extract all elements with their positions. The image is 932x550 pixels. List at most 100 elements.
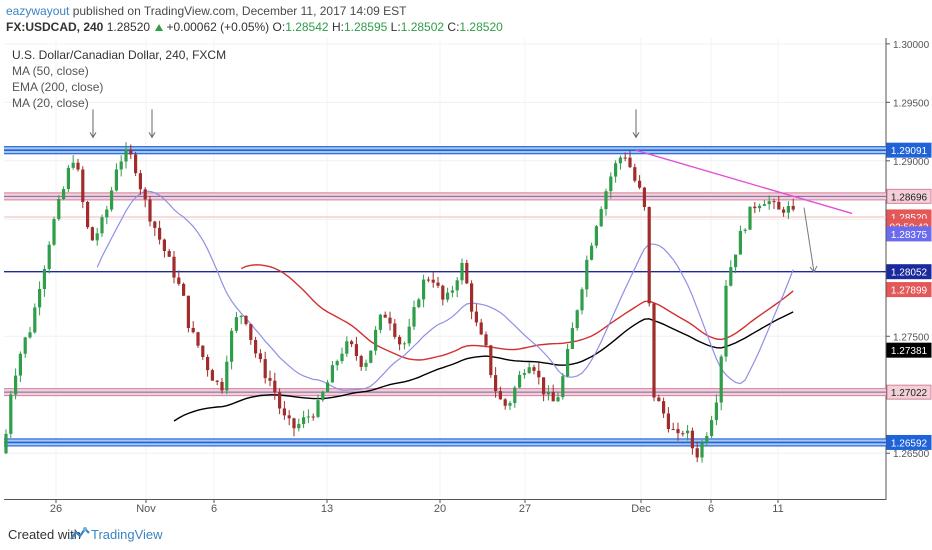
candle-body <box>537 370 541 378</box>
candle-body <box>162 239 166 252</box>
candle-body <box>100 217 104 234</box>
candle-body <box>201 345 205 357</box>
candle-body <box>335 361 339 366</box>
price-label: 1.28375 <box>886 226 932 242</box>
candle-body <box>566 348 570 377</box>
candle-body <box>426 279 430 281</box>
projection-arrow-head <box>809 265 818 273</box>
candle-body <box>551 392 555 402</box>
price-label-box <box>886 226 932 242</box>
price-label-text: 1.26592 <box>891 438 928 449</box>
candle-body <box>369 350 373 363</box>
candle-body <box>431 279 435 283</box>
candle-body <box>734 254 738 268</box>
price-label-text: 1.28696 <box>891 192 928 203</box>
y-tick-label: 1.26500 <box>893 449 930 460</box>
candle-body <box>374 329 378 351</box>
candle-body <box>220 381 224 391</box>
candle-body <box>316 400 320 417</box>
chart-header: eazywayout published on TradingView.com,… <box>0 0 932 38</box>
y-tick-label: 1.29500 <box>893 98 930 109</box>
price-label: 1.27022 <box>886 384 932 400</box>
candle-body <box>114 169 118 191</box>
ema-200-line <box>173 311 794 422</box>
price-label-box <box>886 142 932 158</box>
candle-body <box>623 157 627 159</box>
candle-body <box>767 201 771 205</box>
candle-body <box>388 317 392 324</box>
candle-body <box>66 167 70 190</box>
candle-body <box>508 403 512 406</box>
candle-body <box>177 277 181 284</box>
candle-body <box>686 430 690 434</box>
candle-body <box>662 401 666 414</box>
candle-body <box>172 256 176 278</box>
candle-body <box>748 206 752 230</box>
price-label-text: 1.28520 <box>891 213 928 224</box>
candle-body <box>282 408 286 416</box>
candle-body <box>412 307 416 327</box>
candle-body <box>782 209 786 213</box>
candle-body <box>772 201 776 203</box>
candle-body <box>441 285 445 300</box>
candle-body <box>446 292 450 300</box>
quote-line: FX:USDCAD, 240 1.28520 +0.00062 (+0.05%)… <box>6 20 503 34</box>
price-label-text: 1.27381 <box>891 346 928 357</box>
close-value: 1.28520 <box>459 20 503 34</box>
candle-body <box>378 314 382 330</box>
candle-body <box>580 289 584 311</box>
candle-body <box>321 391 325 401</box>
price-label-box <box>886 188 932 204</box>
symbol-label[interactable]: FX:USDCAD, 240 <box>6 20 104 34</box>
candle-body <box>210 370 214 381</box>
price-chart[interactable]: 1.300001.295001.290001.285001.275001.270… <box>4 38 932 515</box>
price-label-text: 1.28375 <box>891 230 928 241</box>
candle-body <box>671 429 675 431</box>
candle-body <box>590 245 594 260</box>
publish-info: eazywayout published on TradingView.com,… <box>6 4 406 18</box>
candle-body <box>38 289 42 308</box>
candle-body <box>359 356 363 367</box>
candle-body <box>302 417 306 424</box>
legend-ema200[interactable]: EMA (200, close) <box>12 80 104 94</box>
candle-body <box>503 399 507 406</box>
high-value: 1.28595 <box>343 20 388 34</box>
candle-body <box>638 180 642 188</box>
candle-body <box>249 324 253 340</box>
low-value: 1.28502 <box>400 20 445 34</box>
x-tick-label: Nov <box>136 503 156 515</box>
open-value: 1.28542 <box>285 20 329 34</box>
candle-body <box>350 341 354 345</box>
legend-ma50[interactable]: MA (50, close) <box>12 64 89 78</box>
candle-body <box>244 315 248 325</box>
candle-body <box>652 303 656 398</box>
tradingview-logo-icon <box>70 527 90 540</box>
candle-body <box>513 387 517 404</box>
candle-body <box>666 413 670 430</box>
candle-body <box>138 173 142 190</box>
candle-body <box>52 219 56 245</box>
candle-body <box>287 415 291 419</box>
candle-body <box>599 209 603 227</box>
candle-body <box>225 361 229 391</box>
candle-body <box>570 328 574 349</box>
candle-body <box>460 262 464 281</box>
candle-body <box>724 285 728 357</box>
candle-body <box>527 367 531 374</box>
candle-body <box>326 382 330 392</box>
candle-body <box>297 423 301 429</box>
candle-body <box>743 229 747 231</box>
candle-body <box>546 392 550 395</box>
candle-body <box>57 199 61 220</box>
candle-body <box>719 356 723 403</box>
candle-body <box>407 326 411 344</box>
legend-ma20[interactable]: MA (20, close) <box>12 96 89 110</box>
candle-body <box>263 359 267 379</box>
author-link[interactable]: eazywayout <box>6 4 70 18</box>
tradingview-brand[interactable]: TradingView <box>91 527 163 542</box>
x-tick-label: 6 <box>708 503 714 515</box>
price-label-text: 1.28052 <box>891 268 928 279</box>
candle-body <box>158 227 162 240</box>
arrow-head <box>632 132 640 139</box>
candle-body <box>705 436 709 443</box>
